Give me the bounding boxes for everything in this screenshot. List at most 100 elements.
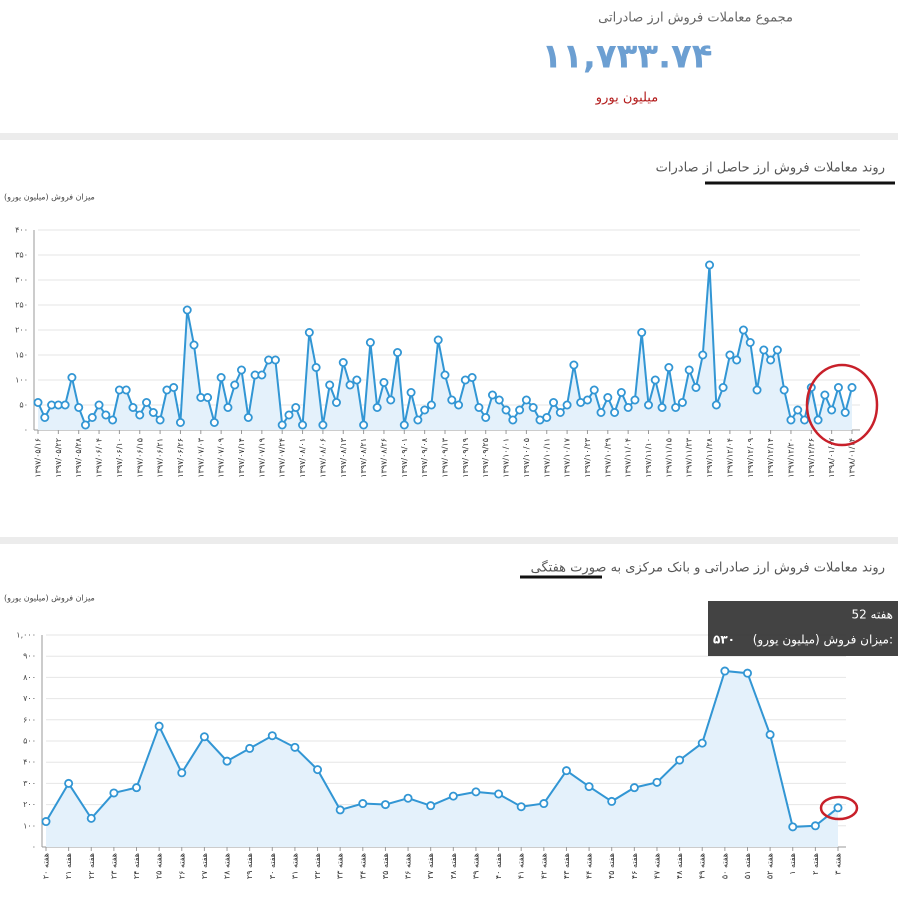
y-axis-title: میزان فروش (میلیون یورو): [4, 193, 95, 202]
y-axis-title: میزان فروش (میلیون یورو): [4, 594, 95, 603]
point: [561, 766, 571, 776]
point: [720, 666, 730, 676]
point: [291, 402, 301, 412]
x-tick-label: ۱۳۹۷/۱۱/۲۳: [685, 437, 694, 477]
point: [833, 382, 843, 392]
point: [87, 412, 97, 422]
point: [121, 385, 131, 395]
point: [426, 400, 436, 410]
point: [810, 821, 820, 831]
x-tick-label: ۱۳۹۷/۱۰/۱۱: [542, 438, 551, 478]
point: [711, 400, 721, 410]
x-tick-label: هفته ۲۸: [223, 853, 232, 879]
point: [380, 800, 390, 810]
point: [528, 402, 538, 412]
point: [325, 380, 335, 390]
point: [779, 385, 789, 395]
highlight-circle: [805, 363, 879, 447]
point: [448, 791, 458, 801]
x-tick-label: ۱۳۹۷/۰۷/۱۹: [257, 438, 266, 478]
x-tick-label: هفته ۴۸: [675, 853, 684, 879]
tooltip-title: هفته 52: [851, 608, 893, 622]
x-tick-label: ۱۳۹۷/۰۶/۱۵: [135, 438, 144, 478]
point: [331, 397, 341, 407]
line: [45, 669, 839, 828]
point: [175, 417, 185, 427]
point: [840, 407, 850, 417]
point: [759, 345, 769, 355]
point: [471, 787, 481, 797]
point: [372, 402, 382, 412]
point: [223, 402, 233, 412]
x-tick-label: ۱۳۹۷/۰۹/۰۸: [420, 437, 429, 477]
x-tick-label: ۱۳۹۷/۱۲/۰۴: [725, 438, 734, 478]
point: [637, 327, 647, 337]
x-tick-label: هفته ۲۲: [87, 853, 96, 879]
x-tick-label: هفته ۲۷: [200, 853, 209, 879]
x-tick-label: ۱۳۹۷/۱۲/۲۰: [786, 438, 795, 478]
point: [487, 390, 497, 400]
x-tick-label: ۱۳۹۷/۱۱/۱۵: [664, 438, 673, 478]
y-tick-label: ۰: [24, 426, 28, 435]
point: [132, 783, 142, 793]
x-tick-label: هفته ۴۲: [539, 853, 548, 879]
x-tick-label: هفته ۴۱: [517, 853, 526, 879]
x-tick-label: ۱۳۹۷/۱۰/۰۱: [502, 438, 511, 478]
point: [358, 799, 368, 809]
point: [793, 405, 803, 415]
summary-title: مجموع معاملات فروش ارز صادراتی: [598, 11, 793, 26]
point: [426, 801, 436, 811]
point: [684, 365, 694, 375]
point: [177, 768, 187, 778]
x-tick-label: هفته ۲۶: [177, 853, 186, 879]
point: [379, 377, 389, 387]
point: [664, 362, 674, 372]
point: [623, 402, 633, 412]
point: [629, 783, 639, 793]
x-tick-label: هفته ۵۰: [720, 853, 729, 879]
point: [67, 372, 77, 382]
point: [732, 355, 742, 365]
point: [433, 335, 443, 345]
point: [222, 756, 232, 766]
point: [827, 405, 837, 415]
point: [203, 392, 213, 402]
point: [33, 397, 43, 407]
x-tick-label: هفته ۴۶: [630, 853, 639, 879]
point: [644, 400, 654, 410]
point: [209, 417, 219, 427]
x-tick-label: ۱۳۹۷/۰۷/۰۹: [217, 438, 226, 478]
x-tick-label: ۱۳۹۷/۰۹/۱۳: [441, 437, 450, 477]
y-tick-label: ۱,۰۰۰: [16, 631, 36, 640]
x-tick-label: هفته ۳۷: [426, 853, 435, 879]
point: [677, 397, 687, 407]
point: [467, 372, 477, 382]
point: [474, 402, 484, 412]
point: [738, 325, 748, 335]
point: [542, 412, 552, 422]
point: [413, 415, 423, 425]
x-tick-label: ۱۳۹۷/۱۱/۲۸: [705, 437, 714, 477]
point: [154, 721, 164, 731]
y-tick-label: ۸۰۰: [23, 673, 36, 682]
y-tick-label: ۲۰۰: [23, 800, 36, 809]
chart-title: روند معاملات فروش ارز صادراتی و بانک مرک…: [531, 560, 885, 576]
point: [64, 778, 74, 788]
y-tick-label: ۵۰۰: [23, 737, 36, 746]
point: [399, 420, 409, 430]
x-tick-label: هفته ۳۵: [381, 853, 390, 879]
point: [725, 350, 735, 360]
y-tick-label: ۴۰۰: [15, 226, 28, 235]
point: [257, 370, 267, 380]
separator: [0, 537, 898, 544]
y-tick-label: ۹۰۰: [23, 652, 36, 661]
x-tick-label: هفته ۳۹: [471, 853, 480, 879]
point: [584, 782, 594, 792]
x-tick-label: هفته ۴۷: [652, 853, 661, 879]
point: [335, 805, 345, 815]
point: [788, 822, 798, 832]
x-tick-label: ۱۳۹۷/۰۷/۲۴: [278, 438, 287, 478]
x-tick-label: هفته ۱: [788, 853, 797, 875]
point: [589, 385, 599, 395]
